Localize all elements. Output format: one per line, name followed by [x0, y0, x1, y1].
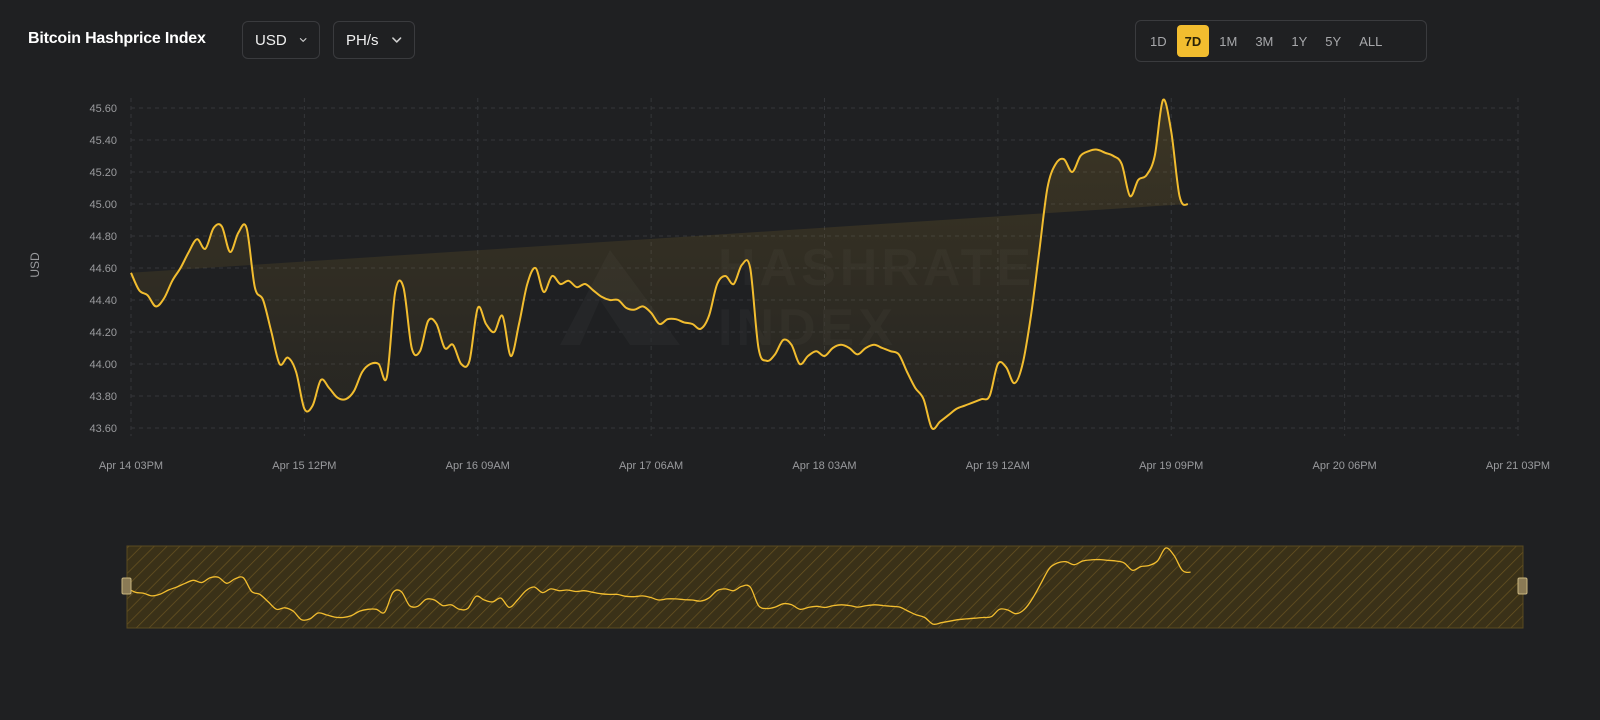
- chevron-down-icon: [391, 37, 401, 43]
- navigator-handle-left[interactable]: [121, 577, 132, 595]
- x-tick-label: Apr 21 03PM: [1486, 460, 1550, 472]
- y-axis-label: USD: [28, 252, 42, 278]
- chart-grid: [130, 98, 1519, 436]
- range-navigator[interactable]: [121, 545, 1528, 629]
- page-title: Bitcoin Hashprice Index: [28, 30, 206, 47]
- currency-select-value: USD: [255, 31, 287, 49]
- x-tick-label: Apr 15 12PM: [272, 460, 336, 472]
- time-range-selector: 1D 7D 1M 3M 1Y 5Y ALL: [1135, 20, 1427, 62]
- x-axis: Apr 14 03PM Apr 15 12PM Apr 16 09AM Apr 17 …: [99, 460, 1550, 472]
- range-button-1y[interactable]: 1Y: [1291, 33, 1308, 49]
- drag-handle-icon[interactable]: [1517, 577, 1528, 595]
- range-button-1m[interactable]: 1M: [1219, 33, 1238, 49]
- x-tick-label: Apr 14 03PM: [99, 460, 163, 472]
- y-tick-label: 44.40: [89, 295, 117, 307]
- hashrate-index-logo-icon: [560, 250, 680, 345]
- x-tick-label: Apr 19 12AM: [966, 460, 1030, 472]
- navigator-handle-right[interactable]: [1517, 577, 1528, 595]
- unit-select[interactable]: PH/s: [333, 21, 415, 59]
- series-area-fill: [131, 99, 1188, 429]
- series-line: [130, 98, 1189, 430]
- navigator-selection[interactable]: [126, 545, 1524, 629]
- range-button-3m[interactable]: 3M: [1255, 33, 1274, 49]
- range-button-1d[interactable]: 1D: [1150, 33, 1167, 49]
- y-tick-label: 44.80: [89, 231, 117, 243]
- watermark-line2: INDEX: [718, 299, 897, 357]
- x-tick-label: Apr 19 09PM: [1139, 460, 1203, 472]
- x-tick-label: Apr 16 09AM: [446, 460, 510, 472]
- watermark: HASHRATE INDEX: [560, 239, 1035, 357]
- chevron-down-icon: [299, 38, 307, 42]
- y-tick-label: 44.00: [89, 359, 117, 371]
- y-tick-label: 43.60: [89, 423, 117, 435]
- currency-select[interactable]: USD: [242, 21, 320, 59]
- y-axis: 43.60 43.80 44.00 44.20 44.40 44.60 44.80 45.00…: [89, 103, 117, 435]
- y-tick-label: 43.80: [89, 391, 117, 403]
- navigator-line: [126, 547, 1191, 625]
- top-toolbar: Bitcoin Hashprice Index USD PH/s 1D 7D 1…: [0, 0, 1600, 80]
- x-tick-label: Apr 20 06PM: [1313, 460, 1377, 472]
- drag-handle-icon[interactable]: [121, 577, 132, 595]
- watermark-line1: HASHRATE: [718, 239, 1035, 297]
- range-button-5y[interactable]: 5Y: [1325, 33, 1342, 49]
- range-button-all[interactable]: ALL: [1359, 33, 1383, 49]
- y-tick-label: 45.00: [89, 199, 117, 211]
- y-tick-label: 44.60: [89, 263, 117, 275]
- y-tick-label: 45.60: [89, 103, 117, 115]
- y-tick-label: 45.20: [89, 167, 117, 179]
- range-button-7d[interactable]: 7D: [1176, 25, 1210, 57]
- unit-select-value: PH/s: [346, 31, 379, 49]
- x-tick-label: Apr 17 06AM: [619, 460, 683, 472]
- x-tick-label: Apr 18 03AM: [792, 460, 856, 472]
- y-tick-label: 45.40: [89, 135, 117, 147]
- y-tick-label: 44.20: [89, 327, 117, 339]
